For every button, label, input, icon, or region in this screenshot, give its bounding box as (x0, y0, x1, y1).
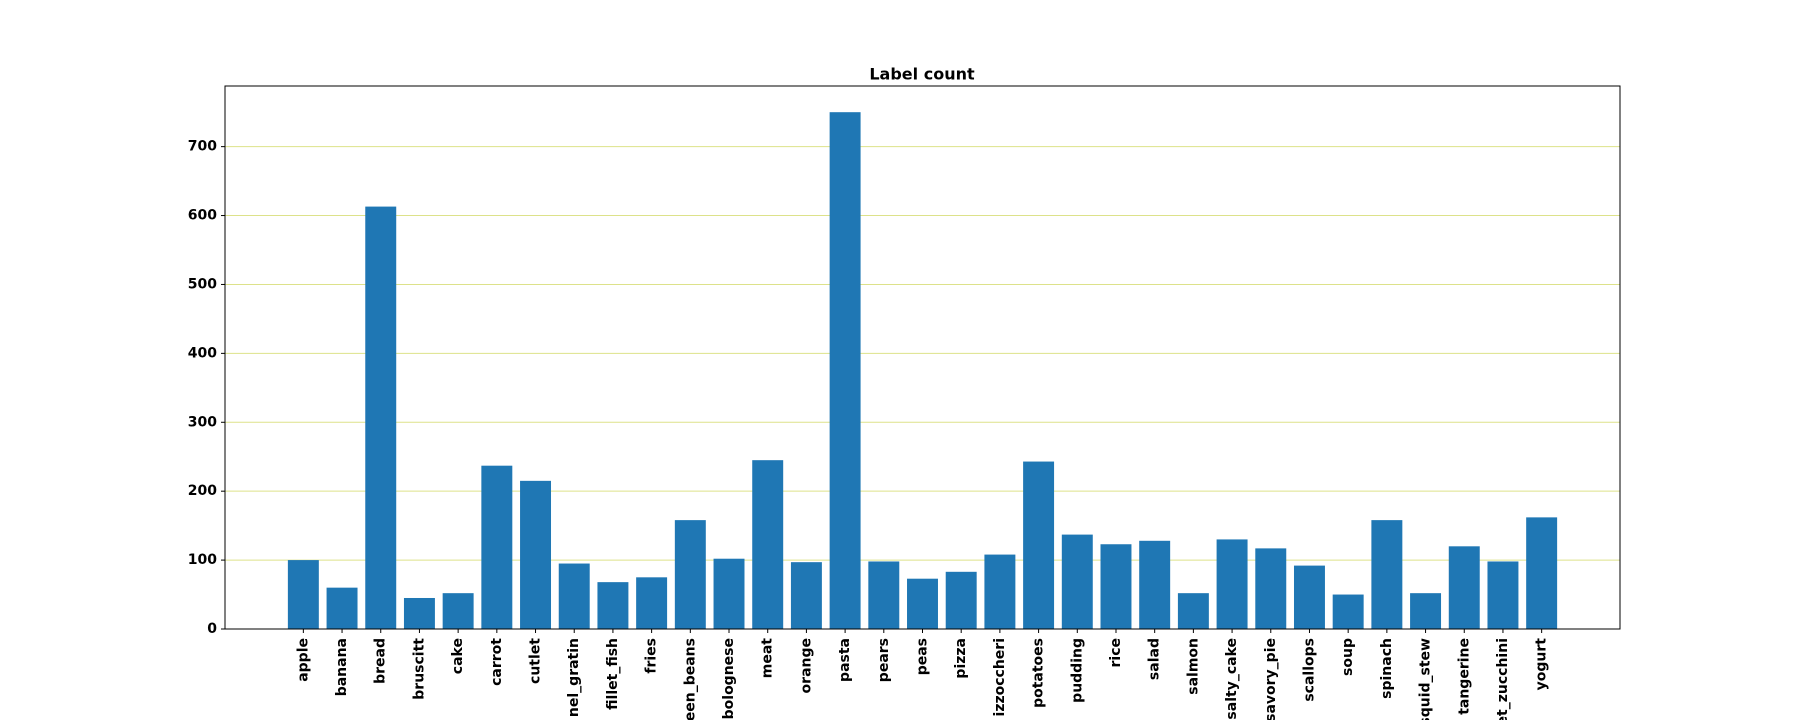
y-tick-label: 100 (188, 552, 217, 568)
chart-title: Label count (869, 65, 975, 84)
x-tick-label: salad (1147, 638, 1163, 680)
x-tick-label: rice (1108, 638, 1124, 668)
x-tick-label: savory_pie (1263, 638, 1279, 720)
bar (1139, 540, 1171, 629)
x-tick-label: orange (798, 638, 814, 693)
x-tick-label: cutlet (528, 638, 544, 684)
y-tick-label: 0 (207, 621, 217, 637)
x-tick-label: scallops (1301, 638, 1317, 702)
y-tick-label: 600 (188, 208, 217, 224)
bar (481, 465, 513, 629)
x-tick-label: een_beans (682, 638, 698, 720)
plot-frame (224, 85, 1621, 630)
bar (713, 558, 745, 629)
bar (1448, 546, 1480, 629)
bar (1216, 539, 1248, 629)
bar (1177, 593, 1209, 629)
x-tick-label: spinach (1379, 638, 1395, 699)
bar (829, 112, 861, 629)
bar (868, 561, 900, 629)
bar (984, 554, 1016, 629)
bar (1293, 565, 1325, 629)
x-tick-label: tangerine (1456, 638, 1472, 715)
x-tick-label: salty_cake (1224, 638, 1240, 720)
y-tick-label: 500 (188, 276, 217, 292)
bar (1255, 548, 1287, 629)
bar (520, 480, 552, 629)
x-tick-label: pudding (1069, 638, 1085, 703)
bar (1100, 544, 1132, 629)
x-tick-label: soup (1340, 638, 1356, 676)
x-tick-label: cake (450, 638, 466, 674)
x-tick-label: pizza (953, 638, 969, 679)
x-tick-label: pasta (837, 638, 853, 682)
bar (558, 563, 590, 629)
x-tick-label: salmon (1185, 638, 1201, 695)
x-tick-label: fries (644, 638, 660, 674)
bar (597, 582, 629, 629)
x-tick-label: peas (915, 638, 931, 675)
bar (1371, 520, 1403, 629)
bar (365, 206, 397, 630)
bar (1332, 594, 1364, 629)
bar (945, 571, 977, 629)
bar (674, 520, 706, 629)
bar (326, 587, 358, 629)
y-tick-label: 300 (188, 414, 217, 430)
bar (907, 578, 938, 629)
x-tick-label: et_zucchini (1495, 638, 1511, 720)
x-tick-label: izzoccheri (992, 638, 1008, 716)
x-tick-label: bolognese (721, 638, 737, 719)
bar (1487, 561, 1519, 629)
bar (752, 460, 784, 629)
bar (790, 562, 822, 629)
bar (403, 597, 435, 629)
x-tick-label: nel_gratin (566, 638, 582, 717)
y-tick-label: 200 (188, 483, 217, 499)
x-tick-label: apple (295, 638, 311, 682)
y-tick-label: 400 (188, 345, 217, 361)
x-tick-label: yogurt (1534, 638, 1550, 691)
x-tick-label: banana (334, 638, 350, 696)
x-tick-label: fillet_fish (605, 638, 621, 710)
x-tick-label: bruscitt (411, 638, 427, 700)
bar (1061, 534, 1093, 629)
bar (287, 560, 319, 629)
bar (442, 593, 474, 629)
y-tick-label: 700 (188, 139, 217, 155)
x-tick-label: bread (373, 638, 389, 684)
x-tick-label: carrot (489, 638, 505, 686)
bar (1023, 461, 1055, 629)
x-tick-label: meat (760, 638, 776, 679)
bar (636, 577, 668, 629)
x-tick-label: potatoes (1031, 638, 1047, 708)
x-tick-label: squid_stew (1418, 638, 1434, 720)
bar (1526, 517, 1558, 629)
x-tick-label: pears (876, 638, 892, 682)
bar (1410, 593, 1442, 629)
